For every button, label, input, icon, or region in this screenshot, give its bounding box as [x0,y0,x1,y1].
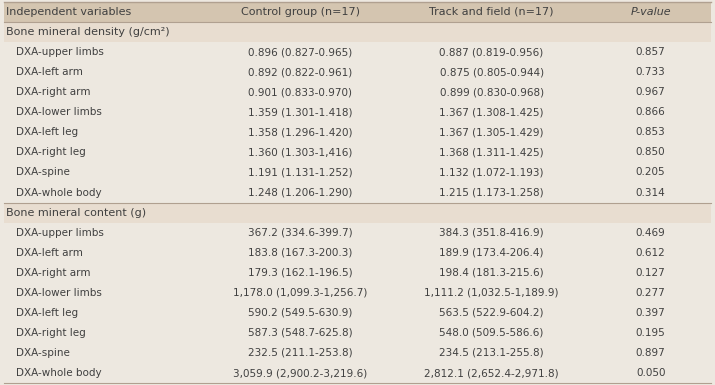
Text: 0.277: 0.277 [636,288,666,298]
Text: 0.195: 0.195 [636,328,666,338]
Text: 587.3 (548.7-625.8): 587.3 (548.7-625.8) [248,328,352,338]
Text: 1.367 (1.305-1.429): 1.367 (1.305-1.429) [439,127,544,137]
Text: 198.4 (181.3-215.6): 198.4 (181.3-215.6) [439,268,544,278]
Text: 0.875 (0.805-0.944): 0.875 (0.805-0.944) [440,67,543,77]
Text: 0.866: 0.866 [636,107,666,117]
Bar [4,303,711,323]
Text: DXA-spine: DXA-spine [16,167,70,177]
Bar [4,343,711,363]
Text: DXA-right arm: DXA-right arm [16,268,91,278]
Text: 0.887 (0.819-0.956): 0.887 (0.819-0.956) [440,47,543,57]
Text: 0.897: 0.897 [636,348,666,358]
Text: 2,812.1 (2,652.4-2,971.8): 2,812.1 (2,652.4-2,971.8) [424,368,559,378]
Text: DXA-left arm: DXA-left arm [16,248,84,258]
Text: 0.314: 0.314 [636,187,666,198]
Text: Independent variables: Independent variables [6,7,132,17]
Text: 232.5 (211.1-253.8): 232.5 (211.1-253.8) [248,348,352,358]
Text: 0.205: 0.205 [636,167,666,177]
Bar [4,102,711,122]
Text: Track and field (n=17): Track and field (n=17) [429,7,554,17]
Text: DXA-spine: DXA-spine [16,348,70,358]
Text: 0.733: 0.733 [636,67,666,77]
Bar [4,223,711,243]
Text: DXA-right leg: DXA-right leg [16,328,87,338]
Text: Bone mineral content (g): Bone mineral content (g) [6,208,147,218]
Text: 1.367 (1.308-1.425): 1.367 (1.308-1.425) [439,107,544,117]
Text: 1,178.0 (1,099.3-1,256.7): 1,178.0 (1,099.3-1,256.7) [233,288,368,298]
Text: 3,059.9 (2,900.2-3,219.6): 3,059.9 (2,900.2-3,219.6) [233,368,368,378]
Text: 0.612: 0.612 [636,248,666,258]
Text: 0.857: 0.857 [636,47,666,57]
Bar [4,62,711,82]
Text: 0.127: 0.127 [636,268,666,278]
Text: DXA-left leg: DXA-left leg [16,127,79,137]
Text: P-value: P-value [631,7,671,17]
Text: 1.358 (1.296-1.420): 1.358 (1.296-1.420) [248,127,352,137]
Text: 0.892 (0.822-0.961): 0.892 (0.822-0.961) [248,67,352,77]
Text: 189.9 (173.4-206.4): 189.9 (173.4-206.4) [439,248,544,258]
Text: Bone mineral density (g/cm²): Bone mineral density (g/cm²) [6,27,170,37]
Text: 234.5 (213.1-255.8): 234.5 (213.1-255.8) [439,348,544,358]
Bar [4,203,711,223]
Text: DXA-lower limbs: DXA-lower limbs [16,107,102,117]
Text: 1.360 (1.303-1,416): 1.360 (1.303-1,416) [248,147,352,157]
Text: DXA-whole body: DXA-whole body [16,187,102,198]
Text: DXA-upper limbs: DXA-upper limbs [16,228,104,238]
Bar [4,142,711,162]
Text: DXA-right leg: DXA-right leg [16,147,87,157]
Bar [4,283,711,303]
Text: 563.5 (522.9-604.2): 563.5 (522.9-604.2) [439,308,544,318]
Text: 0.469: 0.469 [636,228,666,238]
Text: DXA-lower limbs: DXA-lower limbs [16,288,102,298]
Text: 183.8 (167.3-200.3): 183.8 (167.3-200.3) [248,248,352,258]
Text: 0.050: 0.050 [636,368,666,378]
Text: 0.850: 0.850 [636,147,666,157]
Text: 0.967: 0.967 [636,87,666,97]
Text: DXA-right arm: DXA-right arm [16,87,91,97]
Text: 0.896 (0.827-0.965): 0.896 (0.827-0.965) [248,47,352,57]
Text: 590.2 (549.5-630.9): 590.2 (549.5-630.9) [248,308,352,318]
Bar [4,22,711,42]
Bar [4,243,711,263]
Text: 1.215 (1.173-1.258): 1.215 (1.173-1.258) [439,187,544,198]
Text: 0.397: 0.397 [636,308,666,318]
Text: 1.368 (1.311-1.425): 1.368 (1.311-1.425) [439,147,544,157]
Bar [4,42,711,62]
Bar [4,82,711,102]
Text: 548.0 (509.5-586.6): 548.0 (509.5-586.6) [440,328,543,338]
Text: 1.132 (1.072-1.193): 1.132 (1.072-1.193) [439,167,544,177]
Text: 384.3 (351.8-416.9): 384.3 (351.8-416.9) [439,228,544,238]
Text: 1,111.2 (1,032.5-1,189.9): 1,111.2 (1,032.5-1,189.9) [424,288,559,298]
Text: 179.3 (162.1-196.5): 179.3 (162.1-196.5) [248,268,352,278]
Text: DXA-upper limbs: DXA-upper limbs [16,47,104,57]
Text: DXA-left leg: DXA-left leg [16,308,79,318]
Bar [4,182,711,203]
Text: DXA-left arm: DXA-left arm [16,67,84,77]
Text: DXA-whole body: DXA-whole body [16,368,102,378]
Text: 1.191 (1.131-1.252): 1.191 (1.131-1.252) [248,167,352,177]
Text: 1.248 (1.206-1.290): 1.248 (1.206-1.290) [248,187,352,198]
Bar [4,162,711,182]
Bar [4,263,711,283]
Bar [4,122,711,142]
Text: 1.359 (1.301-1.418): 1.359 (1.301-1.418) [248,107,352,117]
Text: 0.899 (0.830-0.968): 0.899 (0.830-0.968) [440,87,543,97]
Bar [4,2,711,22]
Text: Control group (n=17): Control group (n=17) [241,7,360,17]
Text: 0.901 (0.833-0.970): 0.901 (0.833-0.970) [248,87,352,97]
Bar [4,323,711,343]
Bar [4,363,711,383]
Text: 0.853: 0.853 [636,127,666,137]
Text: 367.2 (334.6-399.7): 367.2 (334.6-399.7) [248,228,352,238]
